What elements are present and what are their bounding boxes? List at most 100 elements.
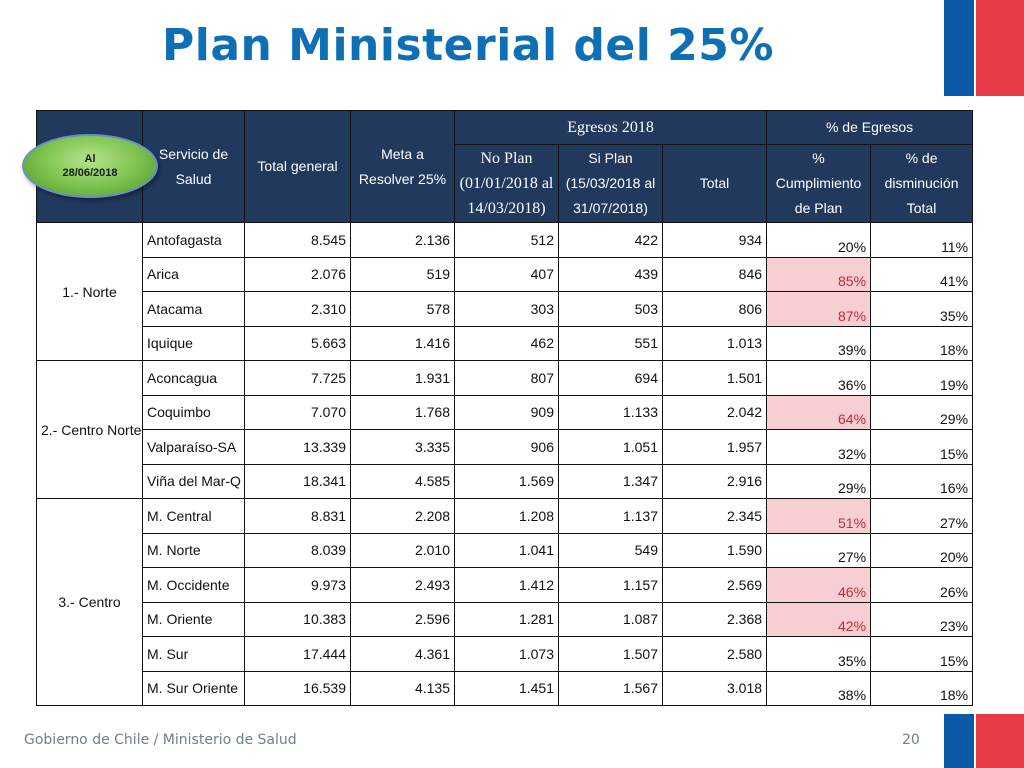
chile-flag-stripe-top	[944, 0, 1024, 96]
si-plan-cell: 1.567	[558, 670, 663, 706]
slide-title: Plan Ministerial del 25%	[162, 20, 774, 71]
si-plan-cell: 1.133	[558, 394, 663, 430]
table-row: Valparaíso-SA 13.339 3.335 906 1.051 1.957 32%…	[37, 429, 974, 465]
header-total-general: Total general	[244, 110, 351, 223]
total-cell: 846	[661, 256, 768, 292]
disminucion-cell: 15%	[870, 429, 974, 465]
no-plan-cell: 512	[454, 222, 559, 258]
servicio-cell: M. Central	[142, 498, 245, 534]
total-general-cell: 7.070	[244, 394, 351, 430]
servicio-cell: Valparaíso-SA	[142, 429, 245, 465]
header-servicio: Servicio de Salud	[142, 110, 245, 223]
table-row: Arica 2.076 519 407 439 846 85% 41%	[37, 256, 974, 292]
disminucion-cell: 23%	[870, 601, 974, 637]
table-row: Iquique 5.663 1.416 462 551 1.013 39% 18%	[37, 325, 974, 361]
disminucion-cell: 19%	[870, 360, 974, 396]
no-plan-cell: 1.281	[454, 601, 559, 637]
footer-text: Gobierno de Chile / Ministerio de Salud	[24, 732, 297, 748]
meta-cell: 1.416	[350, 325, 455, 361]
header-egresos-group: Egresos 2018	[453, 110, 768, 145]
no-plan-cell: 1.451	[454, 670, 559, 706]
disminucion-cell: 27%	[870, 498, 974, 534]
total-cell: 1.590	[661, 532, 768, 568]
no-plan-cell: 303	[454, 291, 559, 327]
cumplimiento-cell: 27%	[766, 532, 872, 568]
cumplimiento-cell: 20%	[766, 222, 872, 258]
si-plan-cell: 503	[558, 291, 663, 327]
no-plan-cell: 462	[454, 325, 559, 361]
header-no-plan: No Plan (01/01/2018 al 14/03/2018)	[454, 144, 559, 223]
cumplimiento-cell: 39%	[766, 325, 872, 361]
page-number: 20	[902, 732, 920, 748]
header-cumplimiento: % Cumplimiento de Plan	[766, 144, 872, 223]
servicio-cell: M. Sur	[142, 636, 245, 672]
cumplimiento-cell: 38%	[766, 670, 872, 706]
total-general-cell: 8.039	[244, 532, 351, 568]
no-plan-cell: 1.208	[454, 498, 559, 534]
total-cell: 2.569	[661, 567, 768, 603]
si-plan-cell: 1.137	[558, 498, 663, 534]
no-plan-cell: 807	[454, 360, 559, 396]
disminucion-cell: 15%	[870, 636, 974, 672]
total-general-cell: 7.725	[244, 360, 351, 396]
servicio-cell: M. Occidente	[142, 567, 245, 603]
date-badge: Al 28/06/2018	[22, 134, 158, 198]
header-disminucion: % de disminución Total	[870, 144, 974, 223]
no-plan-cell: 909	[454, 394, 559, 430]
badge-date: 28/06/2018	[62, 167, 118, 179]
total-general-cell: 13.339	[244, 429, 351, 465]
meta-cell: 2.596	[350, 601, 455, 637]
table-row: M. Sur Oriente 16.539 4.135 1.451 1.567 3.018…	[37, 670, 974, 706]
table-row: M. Occidente 9.973 2.493 1.412 1.157 2.569 46%…	[37, 567, 974, 603]
header-pct-group: % de Egresos	[766, 110, 974, 145]
meta-cell: 2.208	[350, 498, 455, 534]
meta-cell: 519	[350, 256, 455, 292]
servicio-cell: Coquimbo	[142, 394, 245, 430]
total-cell: 1.013	[661, 325, 768, 361]
cumplimiento-cell: 46%	[766, 567, 872, 603]
table-row: Coquimbo 7.070 1.768 909 1.133 2.042 64% 29%	[37, 394, 974, 430]
table-row: M. Sur 17.444 4.361 1.073 1.507 2.580 35% 15%	[37, 636, 974, 672]
disminucion-cell: 26%	[870, 567, 974, 603]
cumplimiento-cell: 32%	[766, 429, 872, 465]
table-row: M. Oriente 10.383 2.596 1.281 1.087 2.368 42% 2…	[37, 601, 974, 637]
meta-cell: 1.768	[350, 394, 455, 430]
total-general-cell: 10.383	[244, 601, 351, 637]
meta-cell: 2.493	[350, 567, 455, 603]
disminucion-cell: 35%	[870, 291, 974, 327]
cumplimiento-cell: 51%	[766, 498, 872, 534]
cumplimiento-cell: 35%	[766, 636, 872, 672]
no-plan-cell: 906	[454, 429, 559, 465]
total-general-cell: 5.663	[244, 325, 351, 361]
total-general-cell: 18.341	[244, 463, 351, 499]
total-cell: 2.580	[661, 636, 768, 672]
total-general-cell: 8.831	[244, 498, 351, 534]
servicio-cell: Viña del Mar-Q	[142, 463, 245, 499]
region-cell: 1.- Norte	[36, 222, 143, 361]
table-row: Viña del Mar-Q 18.341 4.585 1.569 1.347 2.916…	[37, 463, 974, 499]
table-row: 1.- Norte Antofagasta 8.545 2.136 512 422 934 2…	[36, 222, 974, 361]
total-cell: 934	[661, 222, 768, 258]
disminucion-cell: 11%	[870, 222, 974, 258]
meta-cell: 2.136	[350, 222, 455, 258]
servicio-cell: Atacama	[142, 291, 245, 327]
total-cell: 2.042	[661, 394, 768, 430]
si-plan-cell: 1.087	[558, 601, 663, 637]
no-plan-cell: 1.412	[454, 567, 559, 603]
total-general-cell: 16.539	[244, 670, 351, 706]
si-plan-cell: 694	[558, 360, 663, 396]
si-plan-cell: 1.347	[558, 463, 663, 499]
total-cell: 2.345	[661, 498, 768, 534]
servicio-cell: Aconcagua	[142, 360, 245, 396]
disminucion-cell: 18%	[870, 325, 974, 361]
no-plan-cell: 1.073	[454, 636, 559, 672]
meta-cell: 1.931	[350, 360, 455, 396]
meta-cell: 4.361	[350, 636, 455, 672]
disminucion-cell: 16%	[870, 463, 974, 499]
table-row: 2.- Centro Norte Aconcagua 7.725 1.931 807 69…	[36, 360, 974, 499]
total-cell: 806	[661, 291, 768, 327]
cumplimiento-cell: 85%	[766, 256, 872, 292]
disminucion-cell: 29%	[870, 394, 974, 430]
no-plan-cell: 1.041	[454, 532, 559, 568]
si-plan-cell: 551	[558, 325, 663, 361]
